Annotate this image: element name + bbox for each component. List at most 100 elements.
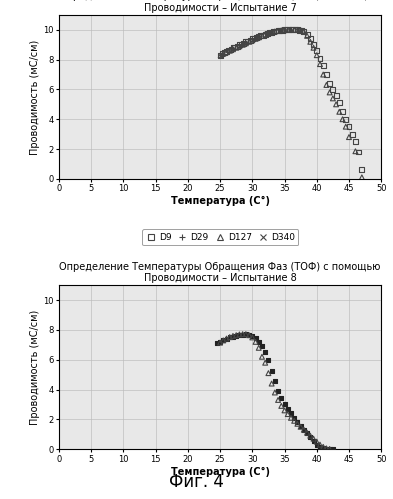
Point bbox=[281, 407, 288, 415]
Point bbox=[278, 395, 285, 403]
Point bbox=[259, 32, 265, 40]
Point bbox=[317, 63, 323, 71]
Point bbox=[336, 108, 342, 116]
Point bbox=[233, 357, 239, 365]
Point bbox=[323, 445, 330, 453]
Point bbox=[239, 331, 246, 339]
Point bbox=[291, 417, 298, 425]
Title: Определение Температуры Обращения Фаз (ТОФ) с помощью
Проводимости – Испытание 7: Определение Температуры Обращения Фаз (Т… bbox=[59, 0, 381, 13]
Point bbox=[255, 371, 262, 379]
Point bbox=[323, 70, 330, 78]
Point bbox=[359, 166, 365, 174]
Point bbox=[292, 26, 299, 34]
Point bbox=[310, 436, 317, 444]
Point bbox=[346, 133, 352, 141]
Point bbox=[233, 43, 239, 51]
Point bbox=[246, 331, 252, 339]
Point bbox=[298, 26, 304, 34]
Point bbox=[265, 29, 272, 37]
Point bbox=[275, 417, 281, 425]
Point bbox=[327, 445, 333, 453]
Point bbox=[314, 439, 320, 447]
Point bbox=[272, 390, 278, 398]
Point bbox=[230, 333, 236, 341]
Point bbox=[243, 38, 249, 46]
Point bbox=[278, 26, 285, 34]
Point bbox=[255, 344, 262, 352]
Point bbox=[236, 331, 242, 339]
Point bbox=[323, 445, 330, 453]
Point bbox=[233, 43, 239, 51]
Point bbox=[273, 27, 279, 35]
Point bbox=[265, 395, 272, 403]
Point bbox=[249, 36, 255, 44]
Point bbox=[265, 356, 272, 364]
Point bbox=[239, 40, 246, 48]
Point bbox=[227, 336, 233, 344]
Point bbox=[277, 26, 283, 34]
Point bbox=[188, 358, 194, 366]
Point bbox=[275, 396, 281, 404]
Point bbox=[233, 333, 239, 341]
Point bbox=[343, 124, 349, 132]
Point bbox=[304, 30, 310, 38]
X-axis label: Температура (С°): Температура (С°) bbox=[171, 196, 270, 206]
Point bbox=[281, 406, 288, 414]
Point bbox=[245, 37, 251, 45]
Point bbox=[320, 73, 326, 81]
Point bbox=[294, 26, 301, 34]
Point bbox=[288, 26, 294, 34]
Point bbox=[272, 389, 278, 397]
Point bbox=[281, 26, 288, 34]
Point bbox=[298, 422, 304, 430]
Point bbox=[266, 29, 273, 37]
Point bbox=[253, 33, 260, 41]
Point bbox=[288, 434, 294, 442]
Point bbox=[298, 27, 304, 35]
Point bbox=[211, 356, 217, 364]
Point bbox=[220, 336, 226, 344]
Point bbox=[260, 31, 266, 39]
Point bbox=[320, 443, 326, 451]
Point bbox=[207, 356, 213, 364]
Point bbox=[214, 356, 220, 364]
Point bbox=[294, 420, 301, 428]
Point bbox=[320, 61, 326, 69]
Point bbox=[288, 409, 294, 417]
Point bbox=[285, 26, 291, 34]
Point bbox=[255, 338, 262, 346]
Point bbox=[323, 445, 330, 453]
Point bbox=[310, 41, 317, 49]
Point bbox=[352, 147, 358, 155]
Point bbox=[270, 27, 277, 35]
Point bbox=[317, 441, 323, 449]
Point bbox=[343, 123, 349, 131]
Point bbox=[234, 42, 241, 50]
Point bbox=[340, 115, 346, 123]
Point bbox=[230, 357, 236, 365]
Point bbox=[249, 333, 255, 341]
Point bbox=[310, 45, 317, 53]
Point bbox=[262, 357, 268, 365]
Point bbox=[275, 26, 281, 34]
Point bbox=[220, 336, 226, 344]
Point bbox=[236, 42, 242, 50]
Point bbox=[252, 34, 259, 42]
Point bbox=[330, 94, 336, 102]
Point bbox=[275, 27, 281, 35]
Point bbox=[346, 142, 352, 150]
Point bbox=[246, 360, 252, 368]
Point bbox=[327, 88, 333, 96]
Point bbox=[314, 54, 320, 62]
Point bbox=[275, 397, 281, 405]
Point bbox=[223, 48, 230, 56]
Point bbox=[320, 443, 326, 451]
Point bbox=[288, 414, 294, 422]
Point bbox=[268, 367, 275, 375]
Point bbox=[227, 356, 233, 364]
Point bbox=[249, 35, 255, 43]
Point bbox=[217, 340, 223, 348]
Point bbox=[278, 422, 285, 430]
Point bbox=[352, 138, 358, 146]
Point bbox=[307, 432, 314, 440]
